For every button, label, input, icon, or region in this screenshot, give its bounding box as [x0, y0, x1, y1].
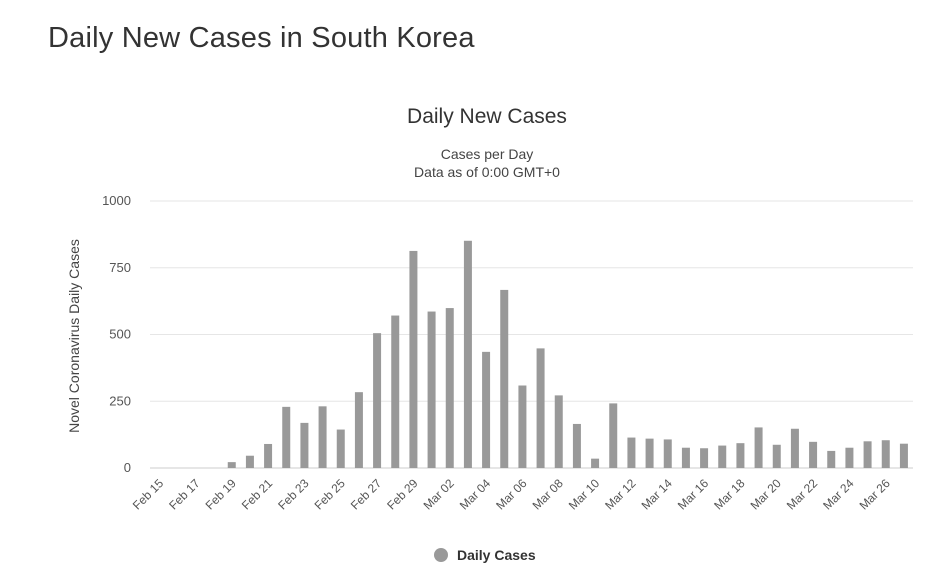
x-tick-label: Feb 23 [275, 476, 312, 513]
bar[interactable] [790, 428, 799, 468]
x-tick-label: Feb 25 [312, 476, 349, 513]
x-tick-label: Mar 08 [530, 476, 567, 513]
bar[interactable] [899, 443, 908, 468]
legend[interactable]: Daily Cases [434, 547, 536, 563]
daily-cases-chart: Daily New Cases Cases per Day Data as of… [66, 105, 913, 563]
x-tick-label: Feb 21 [239, 476, 276, 513]
bar[interactable] [845, 447, 854, 468]
bar[interactable] [264, 443, 273, 468]
y-tick-label: 500 [109, 327, 131, 342]
x-tick-label: Mar 12 [602, 476, 639, 513]
bar[interactable] [554, 395, 563, 468]
bar[interactable] [572, 423, 581, 468]
x-tick-label: Mar 02 [421, 476, 458, 513]
bar[interactable] [373, 333, 382, 468]
y-axis-ticks: 0 250 500 750 1000 [102, 193, 131, 475]
x-tick-label: Mar 20 [748, 476, 785, 513]
x-tick-label: Mar 10 [566, 476, 603, 513]
bar[interactable] [609, 403, 618, 468]
x-tick-label: Mar 24 [820, 476, 857, 513]
grid-lines [150, 200, 913, 469]
bar[interactable] [700, 448, 709, 468]
x-tick-label: Mar 04 [457, 476, 494, 513]
legend-item-daily-cases[interactable]: Daily Cases [457, 547, 536, 563]
y-tick-label: 250 [109, 393, 131, 408]
bar[interactable] [427, 311, 436, 468]
chart-subtitle-line-1: Cases per Day [441, 146, 534, 162]
bar[interactable] [718, 445, 727, 468]
bar[interactable] [663, 439, 672, 468]
x-tick-label: Mar 06 [493, 476, 530, 513]
x-tick-label: Mar 14 [639, 476, 676, 513]
bar[interactable] [627, 437, 636, 468]
bar[interactable] [863, 441, 872, 468]
y-tick-label: 750 [109, 260, 131, 275]
bar[interactable] [736, 443, 745, 468]
bar[interactable] [391, 315, 400, 468]
y-tick-label: 1000 [102, 193, 131, 208]
bar[interactable] [300, 422, 309, 468]
bar[interactable] [536, 348, 545, 468]
bar[interactable] [445, 308, 454, 468]
x-tick-label: Feb 15 [130, 476, 167, 513]
y-axis-title: Novel Coronavirus Daily Cases [66, 239, 82, 433]
bar[interactable] [881, 440, 890, 468]
chart-title: Daily New Cases [407, 105, 567, 128]
bar[interactable] [500, 289, 509, 468]
page-title: Daily New Cases in South Korea [48, 22, 475, 54]
bar[interactable] [681, 447, 690, 468]
bar[interactable] [827, 450, 836, 468]
bar[interactable] [591, 458, 600, 468]
x-tick-label: Mar 22 [784, 476, 821, 513]
chart-subtitle-line-2: Data as of 0:00 GMT+0 [414, 164, 560, 180]
bar[interactable] [318, 406, 327, 468]
bar[interactable] [227, 462, 236, 468]
x-tick-label: Mar 26 [857, 476, 894, 513]
bar[interactable] [354, 392, 363, 468]
x-tick-label: Feb 27 [348, 476, 385, 513]
bar[interactable] [409, 250, 418, 468]
bar[interactable] [282, 406, 291, 468]
y-tick-label: 0 [124, 460, 131, 475]
legend-marker [434, 548, 448, 562]
bar[interactable] [336, 429, 345, 468]
x-axis-ticks: Feb 15 Feb 17 Feb 19 Feb 21 Feb 23 Feb 25 Feb … [130, 476, 893, 513]
x-tick-label: Mar 18 [711, 476, 748, 513]
x-tick-label: Feb 29 [384, 476, 421, 513]
bar-series [227, 240, 908, 469]
bar[interactable] [809, 441, 818, 468]
bar[interactable] [645, 438, 654, 468]
bar[interactable] [772, 444, 781, 468]
x-tick-label: Mar 16 [675, 476, 712, 513]
bar[interactable] [518, 385, 527, 469]
bar[interactable] [754, 427, 763, 468]
bar[interactable] [482, 351, 491, 468]
x-tick-label: Feb 17 [166, 476, 203, 513]
bar[interactable] [463, 240, 472, 468]
x-tick-label: Feb 19 [203, 476, 240, 513]
bar[interactable] [245, 455, 254, 468]
